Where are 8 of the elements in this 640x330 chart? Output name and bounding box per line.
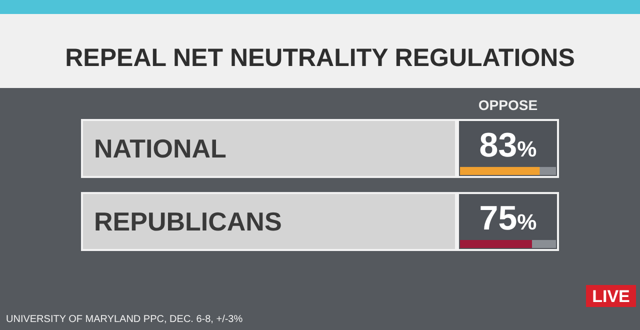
text: UNIVERSITY OF MARYLAND PPC, DEC. 6-8, +/-3%: [6, 314, 243, 325]
data-label: 75%: [479, 200, 537, 238]
chart-title: REPEAL NET NEUTRALITY REGULATIONS: [65, 44, 575, 72]
y-tick-label: NATIONAL: [94, 133, 227, 164]
data-label: 83%: [479, 126, 537, 164]
x-axis-title: OPPOSE: [478, 97, 538, 113]
y-tick-label: REPUBLICANS: [94, 206, 282, 237]
text: LIVE: [592, 287, 630, 306]
